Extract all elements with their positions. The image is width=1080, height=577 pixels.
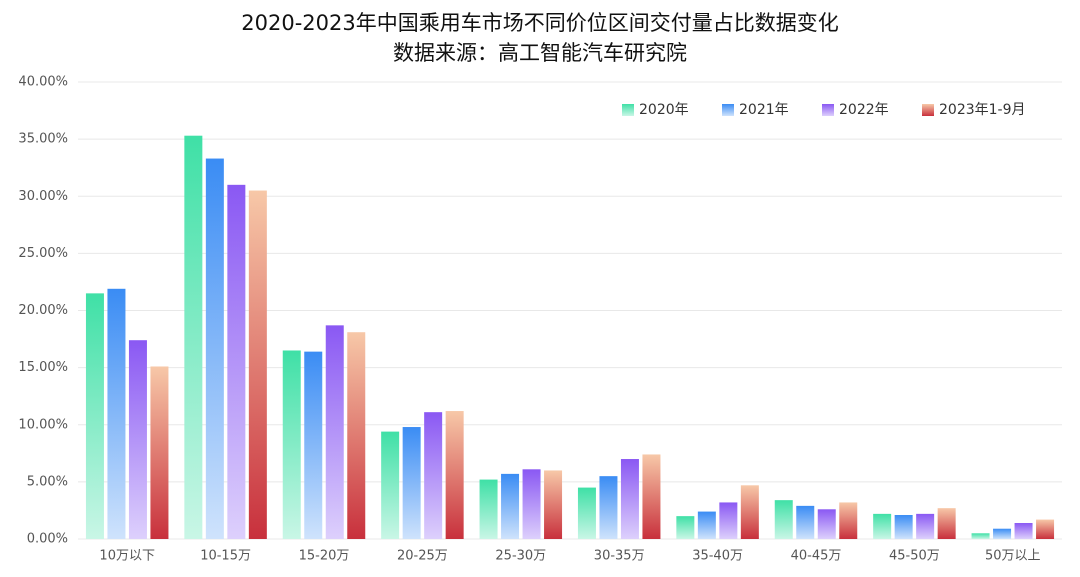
y-tick-label: 0.00% (27, 532, 68, 547)
bar (184, 135, 203, 539)
legend-swatch (822, 104, 834, 116)
bar (501, 473, 520, 539)
bar (544, 470, 563, 539)
bar (445, 411, 464, 539)
bar (577, 487, 596, 539)
bar (205, 158, 224, 540)
bar (479, 479, 498, 539)
y-tick-label: 5.00% (27, 474, 68, 489)
y-tick-label: 25.00% (18, 246, 68, 261)
x-tick-label: 50万以上 (985, 549, 1041, 564)
bar (1014, 523, 1033, 539)
y-tick-label: 30.00% (18, 189, 68, 204)
y-tick-label: 10.00% (18, 417, 68, 432)
x-tick-label: 20-25万 (397, 549, 448, 564)
bar (817, 509, 836, 539)
bar (325, 325, 344, 539)
bar (128, 340, 147, 539)
legend-swatch (922, 104, 934, 116)
x-tick-label: 10-15万 (200, 549, 251, 564)
legend-swatch (722, 104, 734, 116)
bar (676, 516, 695, 539)
x-tick-label: 45-50万 (889, 549, 940, 564)
chart-subtitle: 数据来源：高工智能汽车研究院 (393, 41, 687, 65)
bar (402, 427, 421, 539)
bar (642, 454, 661, 539)
y-tick-label: 40.00% (18, 75, 68, 90)
bar (937, 508, 956, 539)
bar (248, 190, 267, 539)
bar (282, 350, 301, 539)
bar (424, 412, 443, 539)
bar (873, 513, 892, 539)
x-tick-label: 25-30万 (495, 549, 546, 564)
bar (150, 366, 169, 539)
legend-label: 2023年1-9月 (939, 102, 1026, 118)
bar (599, 476, 618, 539)
x-tick-label: 15-20万 (299, 549, 350, 564)
bar (107, 288, 126, 539)
bar (971, 533, 990, 539)
bar (620, 459, 639, 539)
bar (85, 293, 104, 539)
bar (697, 511, 716, 539)
y-tick-label: 20.00% (18, 303, 68, 318)
bar (740, 485, 759, 539)
x-tick-label: 10万以下 (99, 549, 155, 564)
bar (304, 351, 323, 539)
x-tick-label: 35-40万 (692, 549, 743, 564)
bar (719, 502, 738, 539)
legend-label: 2022年 (839, 102, 889, 118)
bar (993, 528, 1012, 539)
legend-label: 2021年 (739, 102, 789, 118)
y-tick-label: 35.00% (18, 132, 68, 147)
legend-swatch (622, 104, 634, 116)
x-tick-label: 30-35万 (594, 549, 645, 564)
bar (894, 515, 913, 539)
bar (916, 513, 935, 539)
y-tick-label: 15.00% (18, 360, 68, 375)
bar (774, 500, 793, 539)
bar (347, 332, 366, 539)
bar (227, 184, 246, 539)
x-tick-label: 40-45万 (791, 549, 842, 564)
legend-label: 2020年 (639, 102, 689, 118)
bar (796, 505, 815, 539)
bar (839, 502, 858, 539)
bar (1036, 519, 1055, 539)
chart-title: 2020-2023年中国乘用车市场不同价位区间交付量占比数据变化 (241, 11, 838, 35)
bar (381, 431, 400, 539)
bar (522, 469, 541, 539)
